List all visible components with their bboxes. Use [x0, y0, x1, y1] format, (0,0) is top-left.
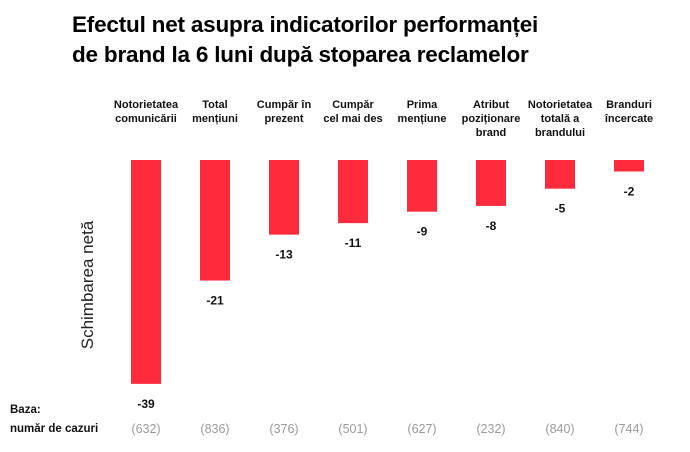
base-count-label: (627): [407, 422, 436, 436]
bar: [131, 160, 161, 384]
category-label: Notorietatea totală a brandului: [528, 99, 593, 139]
bar: [614, 160, 644, 172]
base-count-label: (376): [269, 422, 298, 436]
category-label: Notorietatea comunicării: [114, 99, 179, 125]
category-label: Cumpăr în prezent: [257, 99, 312, 125]
bar: [407, 160, 437, 212]
bar: [200, 160, 230, 281]
y-axis-label: Schimbarea netă: [78, 220, 97, 349]
base-count-label: (501): [338, 422, 367, 436]
category-label: Cumpăr cel mai des: [323, 99, 382, 125]
chart-title-line-1: Efectul net asupra indicatorilor perform…: [72, 12, 539, 37]
value-label: -11: [345, 236, 362, 250]
base-sublabel: număr de cazuri: [10, 423, 99, 435]
bar: [476, 160, 506, 206]
value-label: -5: [555, 202, 566, 216]
category-label: Branduri încercate: [604, 99, 653, 125]
value-label: -21: [206, 294, 224, 308]
category-label: Prima mențiune: [398, 99, 447, 125]
category-label: Total mențiuni: [192, 99, 238, 125]
value-label: -8: [486, 219, 497, 233]
base-count-label: (836): [200, 422, 229, 436]
value-label: -9: [417, 225, 428, 239]
base-count-label: (744): [614, 422, 643, 436]
bar: [545, 160, 575, 189]
value-label: -39: [137, 397, 155, 411]
value-label: -13: [275, 248, 293, 262]
value-label: -2: [624, 184, 635, 198]
base-count-label: (232): [476, 422, 505, 436]
base-count-label: (632): [131, 422, 160, 436]
bar: [338, 160, 368, 224]
base-count-label: (840): [545, 422, 574, 436]
base-label: Baza:: [10, 404, 41, 416]
chart-title: Efectul net asupra indicatorilor perform…: [72, 10, 682, 70]
bar: [269, 160, 299, 235]
chart-title-line-2: de brand la 6 luni după stoparea reclame…: [72, 42, 529, 67]
category-label: Atribut poziționare brand: [462, 99, 521, 139]
